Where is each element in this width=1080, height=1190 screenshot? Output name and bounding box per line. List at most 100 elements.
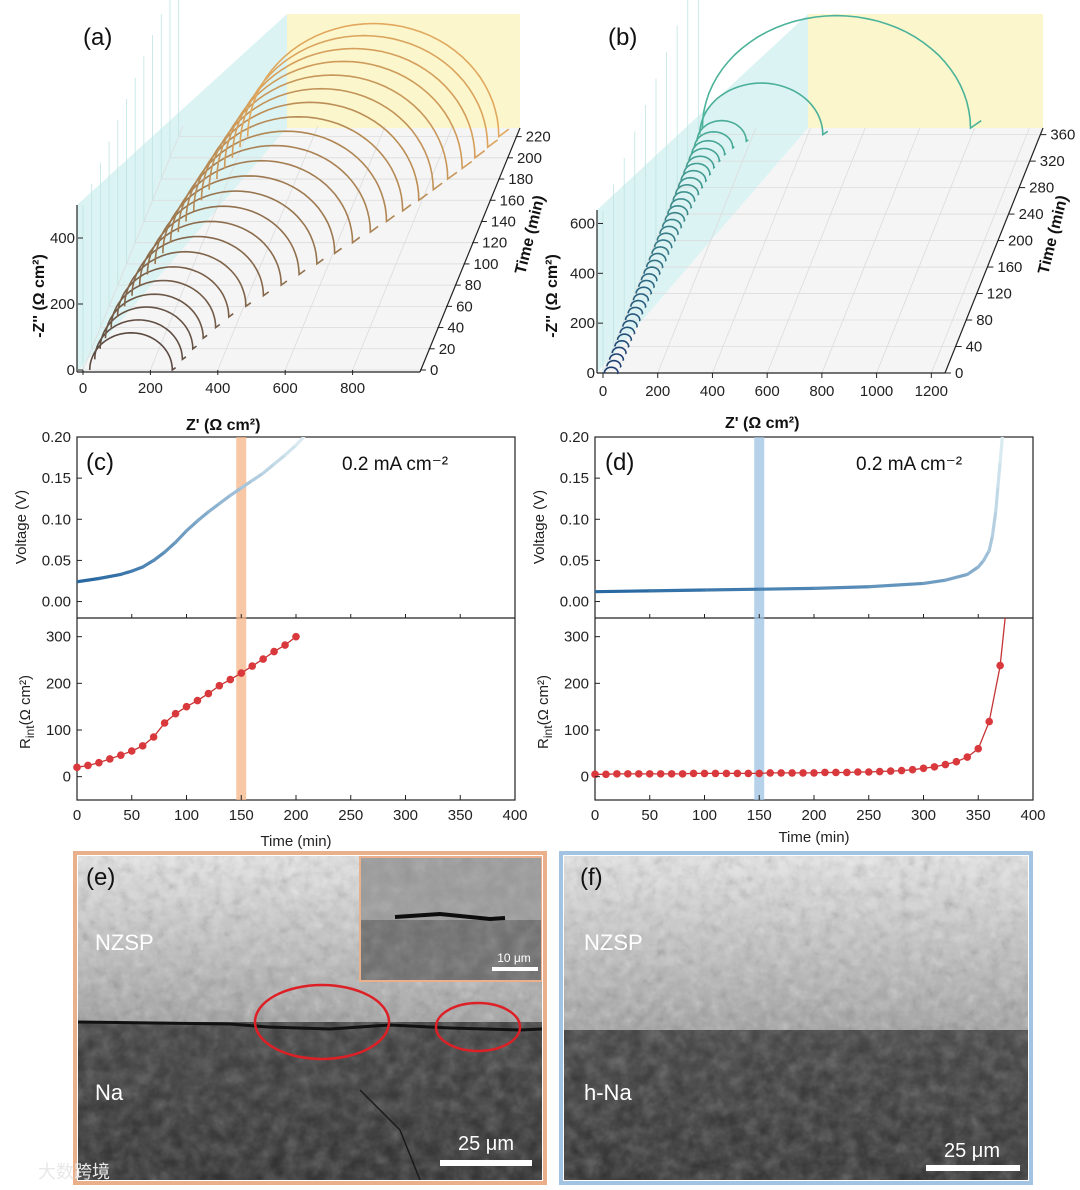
nyquist-curves-a (88, 22, 510, 372)
floor-grid-line (657, 127, 757, 374)
rint-series (591, 617, 1006, 779)
nyquist-curve-t240 (667, 204, 689, 216)
rint-point (84, 761, 92, 770)
time-tick-label: 300 (911, 807, 936, 824)
floor-grid-line (712, 127, 811, 374)
nyquist-curve-t30 (611, 346, 627, 355)
rint-point (799, 769, 807, 777)
voltage-tick-label: 0.00 (560, 594, 589, 611)
voltage-segment (996, 460, 1002, 488)
nyquist-curve-t190 (223, 60, 473, 170)
time-tick-label: 120 (482, 235, 507, 252)
z-tick-label: 0 (67, 362, 75, 379)
rint-point (832, 768, 840, 777)
x-tick-label: 0 (79, 380, 87, 397)
rint-tick-label: 0 (63, 769, 71, 786)
rint-series (73, 632, 300, 772)
nyquist-curve-t160 (645, 259, 664, 269)
x-tick-label: 400 (700, 383, 725, 400)
time-tick-label: 20 (439, 341, 456, 358)
time-tick-label: 80 (976, 312, 993, 329)
nyquist-curve-t260 (672, 191, 696, 203)
rint-tick-label: 0 (581, 769, 589, 786)
x-tick-label: 600 (755, 383, 780, 400)
voltage-segment (184, 519, 200, 533)
voltage-tick-label: 0.05 (42, 552, 71, 569)
nyquist-curve-t250 (669, 198, 693, 210)
nyquist-curve-t20 (608, 353, 625, 362)
time-tick-label: 0 (591, 807, 599, 824)
panel-a-3d-nyquist: (a) 0 200 400 600 80002004000204060801001201… (31, 0, 551, 434)
time-tick-label: 40 (966, 339, 983, 356)
time-tick-label: 120 (987, 286, 1012, 303)
time-tick-label: 140 (491, 213, 516, 230)
voltage-tick-label: 0.10 (560, 511, 589, 528)
z-tick-label: 200 (50, 296, 75, 313)
rint-point (259, 655, 267, 663)
inset-scale-label: 10 μm (497, 951, 531, 965)
rint-point (985, 717, 993, 726)
nyquist-curve-t60 (123, 250, 252, 308)
rint-point (204, 689, 213, 698)
rint-line (595, 665, 1001, 775)
nyquist-curve-t10 (606, 359, 622, 369)
rint-point (908, 765, 917, 774)
back-wall (808, 14, 1043, 128)
nyquist-curve-t300 (683, 162, 712, 176)
time-tick-label: 300 (393, 807, 418, 824)
rint-point (821, 768, 829, 777)
nyquist-curve-t180 (216, 74, 458, 181)
time-tick-label: 100 (692, 807, 717, 824)
rint-point (897, 766, 906, 775)
ticks-a: 0 200 400 600 800020040002040608010012014016… (50, 129, 551, 397)
rint-point (864, 768, 873, 776)
nyquist-curve-t210 (659, 225, 680, 236)
time-tick-label: 200 (1008, 233, 1033, 250)
z-tick-label: 200 (570, 315, 595, 332)
ticks-b: 0 200 400 600 800 1000 12000200400600040801201… (570, 127, 1075, 400)
voltage-segment (943, 572, 969, 582)
z-tick-label: 400 (570, 265, 595, 282)
sem-image (564, 856, 1028, 1180)
rint-point (138, 742, 147, 750)
ticks-c: 0.00 0.05 0.10 0.15 0.20 0 100 200 300 0 50 100 150 2… (42, 429, 528, 824)
rint-point (602, 770, 610, 779)
rint-point (237, 669, 246, 677)
time-tick-label: 160 (997, 259, 1022, 276)
time-axis (419, 127, 521, 373)
nyquist-curve-t170 (648, 252, 667, 262)
time-axis-label: Time (min) (778, 829, 849, 846)
time-tick-label: 240 (1019, 206, 1044, 223)
nyquist-curve-t60 (619, 326, 636, 335)
voltage-segment (261, 462, 276, 475)
voltage-tick-label: 0.15 (42, 470, 71, 487)
nyquist-curve-t190 (653, 239, 673, 249)
scale-bar-label: 25 μm (458, 1133, 514, 1155)
floor-plane (597, 128, 1043, 373)
rint-point (149, 733, 158, 741)
voltage-segment (867, 581, 926, 589)
panel-d-voltage-rint: (d) 0.2 mA cm⁻² 0.00 0.05 0.10 0.15 0.20 0 100… (531, 429, 1046, 846)
time-tick-label: 320 (1040, 153, 1065, 170)
nyquist-curve-t170 (208, 87, 443, 192)
na-texture (78, 1022, 542, 1180)
time-tick-label: 200 (517, 150, 542, 167)
highlight-band (236, 437, 247, 800)
x-tick-label: 400 (205, 380, 230, 397)
voltage-axis-label: Voltage (V) (13, 490, 30, 564)
rint-point (854, 768, 862, 776)
voltage-segment (987, 534, 995, 553)
nyquist-curve-t80 (138, 220, 288, 287)
rint-point (613, 770, 621, 778)
rint-point (645, 770, 654, 778)
voltage-segment (119, 569, 134, 576)
inset-texture (361, 858, 541, 980)
time-tick-label: 0 (955, 365, 963, 382)
z-axis-label-a: -Z'' (Ω cm²) (31, 254, 48, 338)
nyquist-curve-t40 (614, 339, 630, 348)
x-tick-label: 200 (645, 383, 670, 400)
rint-point (127, 747, 136, 755)
rint-point (919, 764, 928, 773)
h-na-label: h-Na (584, 1080, 632, 1105)
